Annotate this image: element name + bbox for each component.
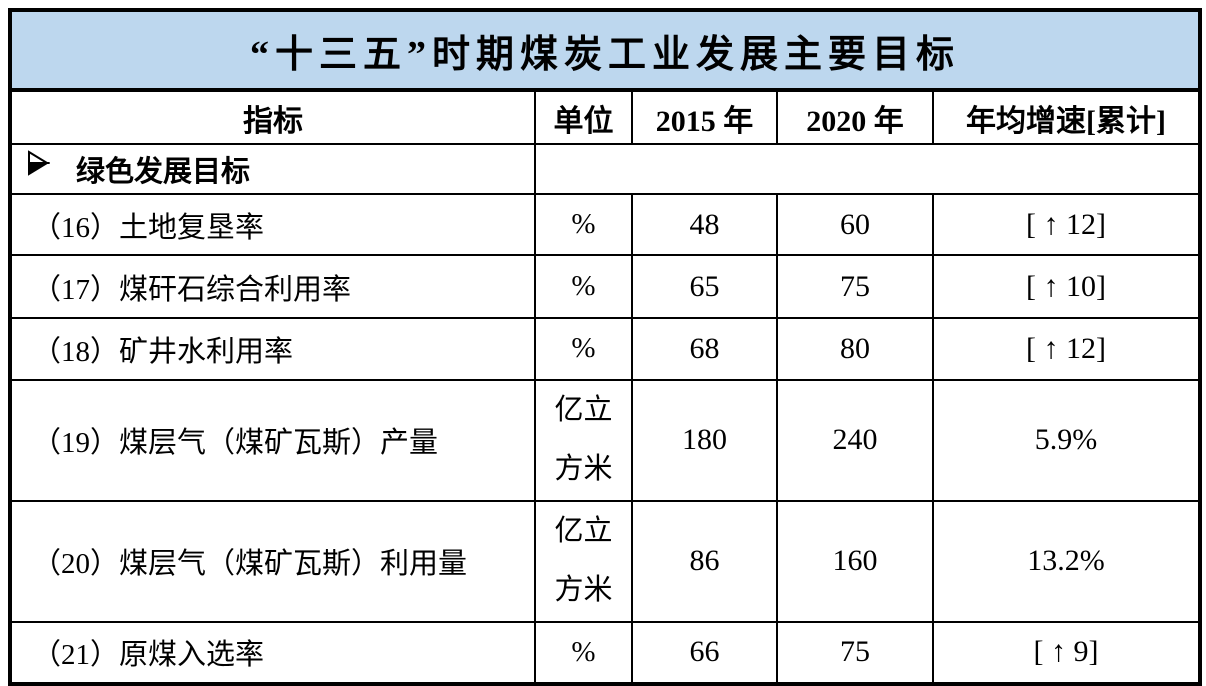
- header-cell-unit: 单位: [534, 89, 633, 145]
- indicator-cell: （20）煤层气（煤矿瓦斯）利用量: [9, 499, 536, 623]
- section-empty-cell: [533, 143, 1202, 195]
- value-2015-cell: 68: [631, 317, 778, 381]
- value-2020-cell: 160: [776, 499, 934, 623]
- growth-cell: [ ↑ 12]: [931, 317, 1202, 381]
- value-2015-cell: 65: [631, 254, 778, 320]
- title-row: “十三五”时期煤炭工业发展主要目标: [8, 9, 1202, 92]
- header-cell-indicator: 指标: [9, 89, 536, 145]
- indicator-cell: （16）土地复垦率: [9, 192, 536, 257]
- value-2020-cell: 75: [776, 254, 934, 320]
- value-2020-cell: 60: [776, 192, 934, 257]
- section-row: 绿色发展目标: [9, 143, 1202, 195]
- indicator-cell: （21）原煤入选率: [9, 620, 536, 686]
- coal-industry-targets-table: “十三五”时期煤炭工业发展主要目标 指标 单位 2015 年 2020 年 年均…: [8, 8, 1203, 686]
- table-row: （16）土地复垦率 % 48 60 [ ↑ 12]: [9, 192, 1202, 257]
- value-2015-cell: 48: [631, 192, 778, 257]
- value-2020-cell: 240: [776, 378, 934, 502]
- unit-cell: %: [534, 317, 633, 381]
- table-title: “十三五”时期煤炭工业发展主要目标: [8, 9, 1202, 92]
- table-row: （20）煤层气（煤矿瓦斯）利用量 亿立 方米 86 160 13.2%: [9, 499, 1202, 623]
- table-row: （17）煤矸石综合利用率 % 65 75 [ ↑ 10]: [9, 254, 1202, 320]
- indicator-cell: （17）煤矸石综合利用率: [9, 254, 536, 320]
- indicator-cell: （18）矿井水利用率: [9, 317, 536, 381]
- value-2015-cell: 180: [631, 378, 778, 502]
- value-2015-cell: 66: [631, 620, 778, 686]
- growth-cell: [ ↑ 10]: [931, 254, 1202, 320]
- table-row: （19）煤层气（煤矿瓦斯）产量 亿立 方米 180 240 5.9%: [9, 378, 1202, 502]
- unit-cell: 亿立 方米: [534, 499, 633, 623]
- unit-cell: %: [534, 254, 633, 320]
- value-2015-cell: 86: [631, 499, 778, 623]
- growth-cell: [ ↑ 9]: [931, 620, 1202, 686]
- table-row: （18）矿井水利用率 % 68 80 [ ↑ 12]: [9, 317, 1202, 381]
- growth-cell: 5.9%: [931, 378, 1202, 502]
- indicator-cell: （19）煤层气（煤矿瓦斯）产量: [9, 378, 536, 502]
- growth-cell: [ ↑ 12]: [931, 192, 1202, 257]
- value-2020-cell: 80: [776, 317, 934, 381]
- value-2020-cell: 75: [776, 620, 934, 686]
- section-header-cell: 绿色发展目标: [9, 143, 536, 195]
- header-row: 指标 单位 2015 年 2020 年 年均增速[累计]: [9, 89, 1202, 145]
- unit-cell: %: [534, 620, 633, 686]
- growth-cell: 13.2%: [931, 499, 1202, 623]
- unit-cell: %: [534, 192, 633, 257]
- header-cell-2020: 2020 年: [776, 89, 934, 145]
- arrowhead-right-icon: [26, 150, 51, 184]
- unit-cell: 亿立 方米: [534, 378, 633, 502]
- header-cell-2015: 2015 年: [631, 89, 778, 145]
- section-label: 绿色发展目标: [76, 156, 251, 188]
- header-cell-growth: 年均增速[累计]: [931, 89, 1202, 145]
- table-row: （21）原煤入选率 % 66 75 [ ↑ 9]: [9, 620, 1202, 686]
